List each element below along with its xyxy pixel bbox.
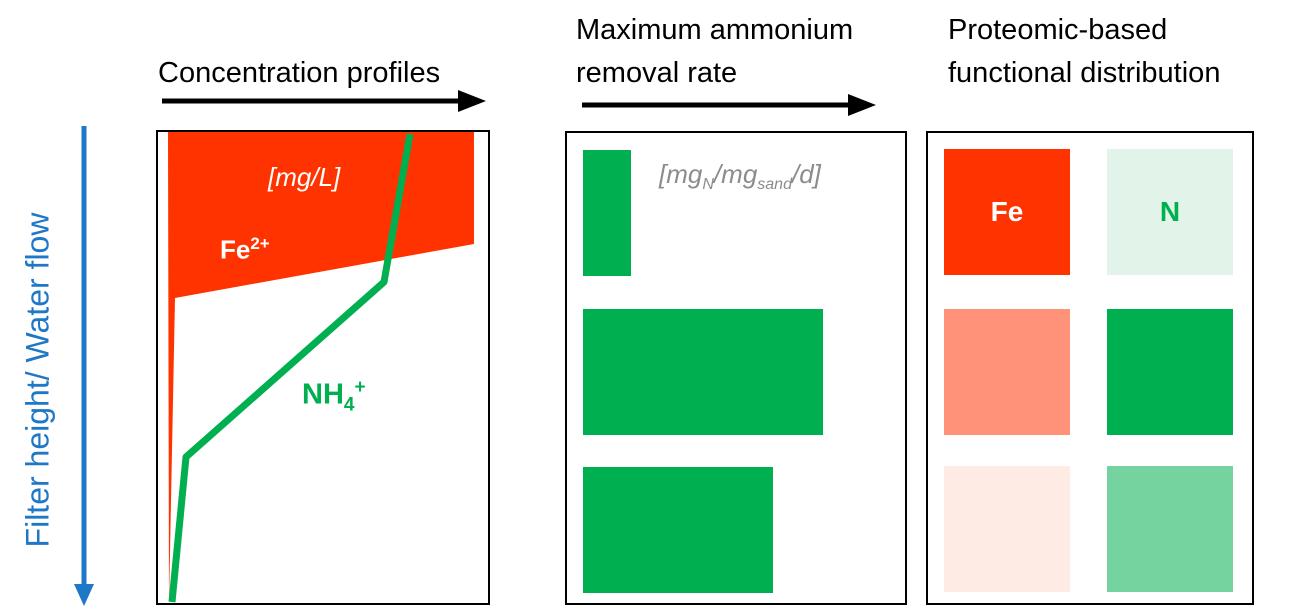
concentration-panel: [mg/L] Fe2+ NH4+ — [156, 130, 490, 605]
removal-heading-line2: removal rate — [576, 57, 738, 89]
flow-axis-label: Filter height/ Water flow — [19, 212, 56, 548]
nh4-profile-line — [168, 133, 414, 603]
unit-mg: mg — [666, 159, 703, 189]
unit-mg-sand: mg — [721, 159, 758, 189]
fe-label: Fe2+ — [220, 234, 270, 266]
unit-slash: / — [713, 159, 722, 189]
concentration-heading: Concentration profiles — [158, 57, 441, 89]
removal-heading-line1: Maximum ammonium — [576, 14, 854, 46]
fe-cell-middle — [944, 309, 1070, 435]
proteomic-panel: Fe N — [926, 131, 1254, 605]
fe-cell-top: Fe — [944, 149, 1070, 275]
unit-sub-n: N — [702, 176, 714, 194]
fe-charge: 2+ — [250, 234, 270, 253]
n-cell-label: N — [1159, 196, 1181, 227]
concentration-heading-arrow — [162, 90, 486, 112]
concentration-plot — [168, 132, 474, 603]
removal-bar-middle — [583, 309, 823, 435]
concentration-unit: [mg/L] — [268, 162, 340, 193]
unit-sub-sand: sand — [757, 176, 792, 194]
proteomic-heading-line2: functional distribution — [948, 57, 1221, 89]
removal-bar-bottom — [583, 467, 773, 593]
n-cell-bottom — [1107, 466, 1233, 592]
concentration-unit-text: [mg/L] — [268, 162, 341, 192]
flow-axis-arrow — [74, 126, 94, 606]
unit-bracket: [ — [659, 159, 667, 189]
fe-cell-bottom — [944, 466, 1070, 592]
removal-panel: [mgN/mgsand/d] — [565, 131, 907, 605]
removal-unit: [mgN/mgsand/d] — [659, 159, 821, 194]
n-cell-top: N — [1107, 149, 1233, 275]
nh4-label-text: NH — [302, 378, 344, 411]
removal-heading-arrow — [582, 94, 876, 116]
removal-bar-top — [583, 150, 631, 276]
proteomic-heading-line1: Proteomic-based — [948, 14, 1168, 46]
fe-label-text: Fe — [220, 234, 251, 265]
unit-per-day: /d] — [791, 159, 821, 189]
nh4-charge: + — [354, 377, 366, 398]
fe-profile-area — [168, 132, 474, 603]
nh4-label: NH4+ — [302, 377, 366, 416]
nh4-subscript: 4 — [343, 394, 355, 416]
n-cell-middle — [1107, 309, 1233, 435]
fe-cell-label: Fe — [990, 196, 1024, 227]
